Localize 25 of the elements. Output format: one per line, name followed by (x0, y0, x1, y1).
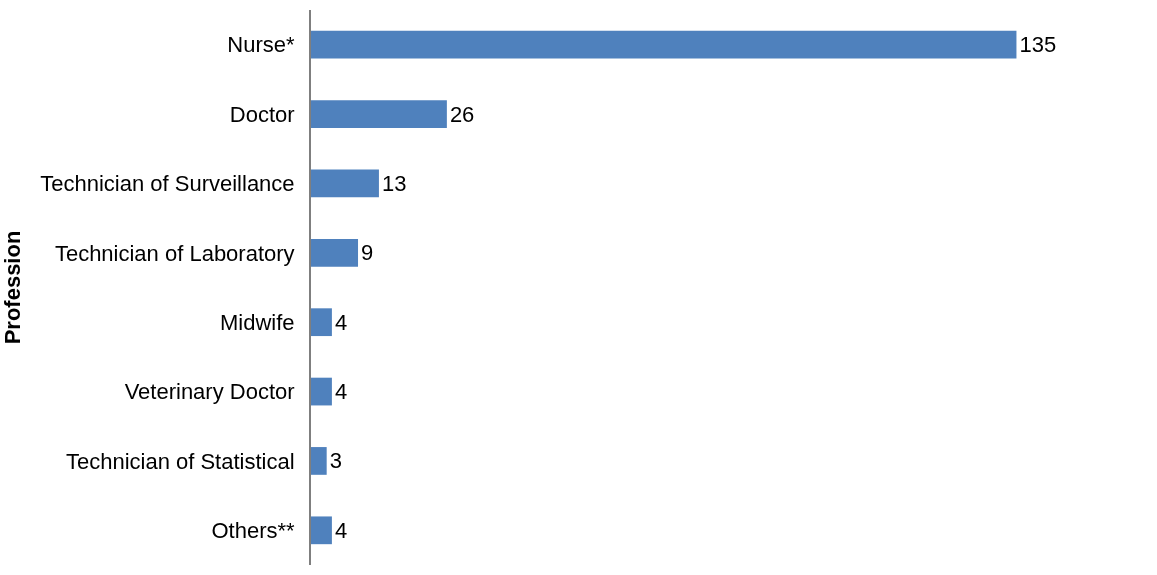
y-tick-label: Veterinary Doctor (124, 379, 295, 405)
y-tick-label: Technician of Surveillance (40, 171, 295, 197)
data-label: 135 (1019, 32, 1057, 58)
bar (311, 30, 1017, 59)
bar (311, 238, 359, 267)
data-label: 26 (449, 101, 475, 127)
y-tick-label: Nurse* (227, 32, 296, 58)
bar (311, 308, 332, 337)
data-label: 3 (329, 448, 342, 474)
y-tick-label: Doctor (229, 101, 295, 127)
y-tick-label: Technician of Statistical (65, 448, 295, 474)
data-label: 9 (361, 240, 374, 266)
y-tick-label: Others** (211, 518, 296, 544)
y-tick-label: Technician of Laboratory (54, 240, 295, 266)
bar (311, 447, 327, 475)
data-label: 13 (381, 170, 407, 196)
bar (311, 100, 447, 128)
data-label: 4 (334, 517, 348, 543)
y-tick-label: Midwife (220, 309, 295, 335)
bar (311, 377, 332, 406)
data-label: 4 (334, 379, 348, 405)
bar (311, 516, 332, 545)
data-label: 4 (334, 309, 348, 335)
y-axis-title: Profession (0, 230, 25, 345)
bar (311, 169, 379, 198)
